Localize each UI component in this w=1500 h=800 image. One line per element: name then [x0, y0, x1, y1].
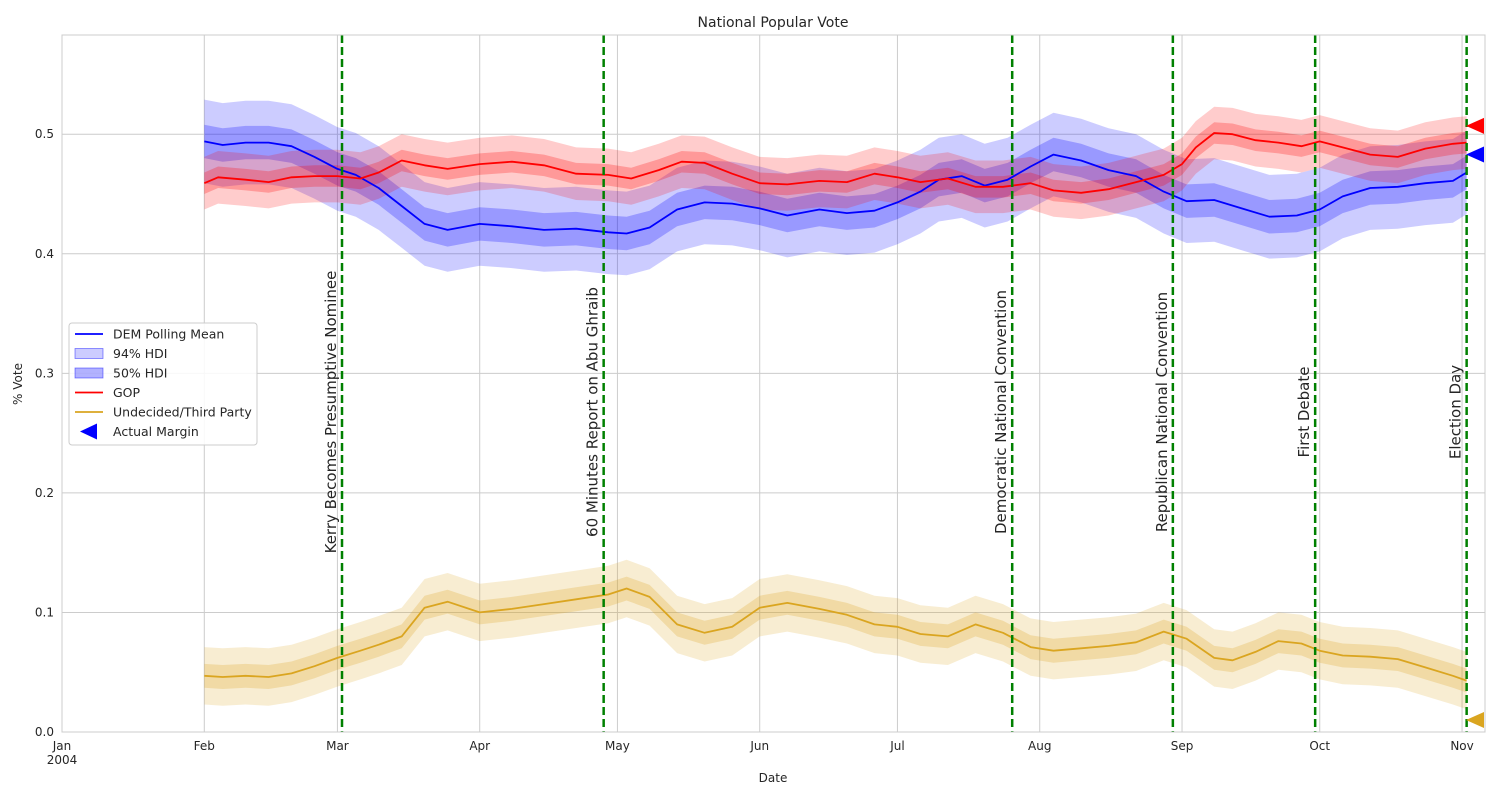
y-tick-label: 0.2 — [35, 486, 54, 500]
x-tick-label: May — [605, 739, 630, 753]
x-tick-label: Apr — [469, 739, 490, 753]
legend-label: GOP — [113, 385, 141, 400]
legend-patch-swatch — [74, 348, 104, 359]
x-tick-label: Jan — [52, 739, 72, 753]
event-markers: Kerry Becomes Presumptive Nominee 60 Minu… — [322, 35, 1468, 732]
y-tick-label: 0.4 — [35, 247, 54, 261]
x-axis-label: Date — [759, 771, 788, 785]
y-tick-label: 0.0 — [35, 725, 54, 739]
hdi94-band — [204, 99, 1467, 276]
y-tick-label: 0.3 — [35, 366, 54, 380]
legend-label: 94% HDI — [113, 346, 167, 361]
x-tick-sublabel: 2004 — [47, 753, 78, 767]
x-tick-label: Jul — [889, 739, 904, 753]
event-label: Democratic National Convention — [992, 290, 1010, 534]
series-line — [203, 132, 1467, 194]
event-label: Republican National Convention — [1153, 292, 1171, 532]
actual-result-markers — [1466, 117, 1484, 729]
chart-title: National Popular Vote — [698, 15, 849, 31]
x-tick-label: Mar — [326, 739, 349, 753]
actual-result-marker — [1466, 146, 1484, 163]
x-tick-label: Feb — [194, 739, 215, 753]
x-tick-label: Oct — [1309, 739, 1330, 753]
series-line — [204, 587, 1467, 682]
legend-label: DEM Polling Mean — [113, 327, 224, 342]
hdi50-band — [204, 124, 1467, 251]
series-line — [204, 140, 1468, 235]
legend-box — [68, 322, 258, 446]
legend-label: 50% HDI — [113, 366, 167, 381]
hdi50-band — [204, 576, 1467, 693]
hdi94-band — [204, 106, 1467, 220]
legend-patch-swatch — [74, 367, 104, 379]
hdi-bands — [204, 99, 1467, 710]
legend-marker-swatch — [80, 423, 97, 440]
x-tick-label: Aug — [1028, 739, 1051, 753]
event-label: 60 Minutes Report on Abu Ghraib — [584, 287, 602, 537]
y-tick-label: 0.1 — [35, 605, 54, 619]
actual-result-marker — [1466, 712, 1484, 729]
plot-frame — [61, 34, 1486, 733]
series-lines — [203, 132, 1468, 682]
event-label: Election Day — [1447, 365, 1465, 459]
x-tick-label: Sep — [1171, 739, 1194, 753]
x-tick-label: Jun — [749, 739, 769, 753]
x-tick-label: Nov — [1450, 739, 1473, 753]
event-label: Kerry Becomes Presumptive Nominee — [322, 271, 340, 554]
hdi94-band — [204, 559, 1467, 710]
hdi50-band — [204, 122, 1467, 204]
grid-lines — [61, 35, 1485, 733]
event-label: First Debate — [1295, 367, 1313, 458]
legend-label: Undecided/Third Party — [113, 405, 252, 420]
y-tick-label: 0.5 — [35, 127, 54, 141]
legend: DEM Polling Mean 94% HDI 50% HDI GOP Undecid… — [68, 322, 258, 446]
y-axis-label: % Vote — [11, 363, 25, 405]
legend-label: Actual Margin — [113, 424, 199, 439]
actual-result-marker — [1466, 117, 1484, 134]
